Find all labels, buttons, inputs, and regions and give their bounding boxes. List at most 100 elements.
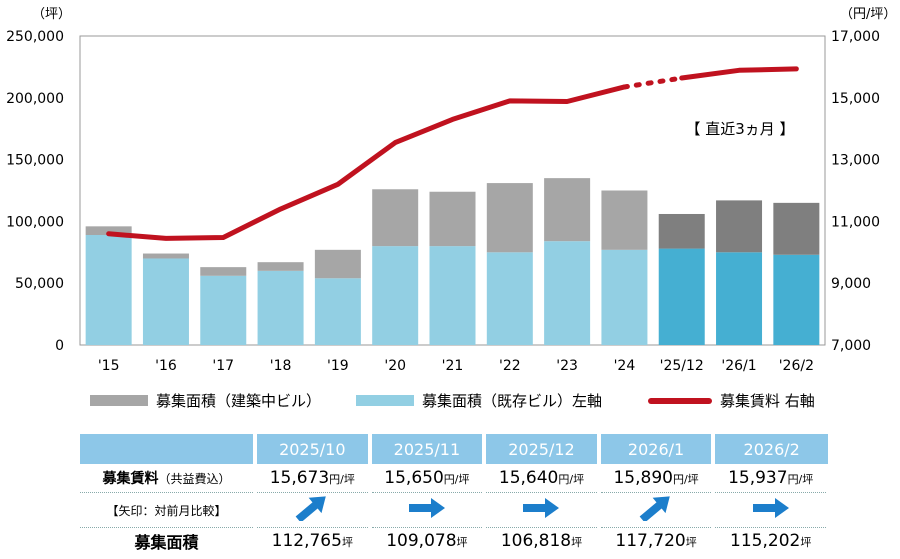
bar-construction (486, 183, 533, 253)
legend-label-rent: 募集賃料 右軸 (720, 392, 815, 410)
rent-value: 15,673 (269, 468, 330, 488)
trend-arrow-icon (408, 498, 445, 518)
area-value: 117,720 (615, 531, 686, 551)
left-tick-label: 250,000 (6, 29, 64, 45)
bar-existing (716, 252, 763, 345)
right-tick-label: 7,000 (831, 338, 871, 354)
legend-item-rent: 募集賃料 右軸 (648, 390, 815, 411)
area-cell: 115,202坪 (712, 527, 830, 554)
bar-existing (658, 248, 705, 345)
table-row-area: 募集面積 112,765坪 109,078坪 106,818坪 117,720坪… (80, 527, 830, 554)
arrow-cell (254, 492, 372, 528)
combo-chart: 0 50,000 100,000 150,000 200,000 250,000 7,000… (6, 7, 896, 374)
left-axis-unit: （坪） (32, 7, 71, 22)
table-header-month: 2026/2 (713, 434, 828, 464)
trend-arrow-icon (295, 496, 327, 521)
arrow-cell (483, 492, 601, 528)
area-value: 115,202 (730, 531, 801, 551)
rent-value: 15,937 (728, 468, 788, 488)
x-tick-label: '16 (155, 358, 177, 374)
x-tick-label: '22 (499, 358, 521, 374)
rent-cell: 15,890円/坪 (598, 464, 716, 493)
area-row-label: 募集面積 (80, 527, 257, 554)
bar-construction (200, 267, 247, 276)
arrow-cell (598, 492, 716, 528)
rent-unit: 円/坪 (558, 473, 585, 486)
table-row-arrows: 【矢印：対前月比較】 (80, 492, 830, 528)
rent-unit: 円/坪 (329, 473, 355, 486)
bar-existing (429, 246, 476, 345)
bar-construction (85, 226, 132, 235)
bar-existing (142, 258, 189, 345)
rent-cell: 15,673円/坪 (254, 464, 372, 493)
area-cell: 106,818坪 (483, 527, 601, 554)
area-cell: 112,765坪 (254, 527, 372, 554)
bar-construction (544, 178, 591, 242)
bar-existing (314, 278, 361, 345)
trend-arrow-shape (408, 498, 445, 518)
table-header-blank (80, 434, 257, 464)
legend-item-existing: 募集面積（既存ビル）左軸 (356, 390, 602, 411)
bar-construction (716, 200, 763, 253)
bar-construction (142, 253, 189, 259)
area-value: 109,078 (386, 531, 457, 551)
legend: 募集面積（建築中ビル） 募集面積（既存ビル）左軸 募集賃料 右軸 (88, 386, 888, 416)
trend-arrow-icon (523, 498, 560, 518)
bar-existing (601, 249, 648, 345)
area-value: 106,818 (500, 531, 572, 551)
bar-existing (773, 254, 820, 345)
rent-label: 募集賃料 (102, 471, 159, 487)
area-cell: 109,078坪 (369, 527, 487, 554)
bar-construction (429, 191, 476, 247)
rent-value: 15,640 (498, 468, 559, 488)
bar-construction (658, 213, 705, 249)
table-header-row: 2025/10 2025/11 2025/12 2026/1 2026/2 (80, 434, 828, 464)
x-tick-label: '21 (442, 358, 464, 374)
right-tick-label: 17,000 (831, 29, 880, 45)
right-tick-label: 15,000 (831, 91, 880, 107)
bar-construction (601, 190, 648, 250)
trend-arrow-icon (752, 498, 789, 518)
arrow-cell (369, 492, 487, 528)
bar-construction (257, 262, 304, 271)
table-header-month: 2026/1 (598, 434, 716, 464)
area-unit: 坪 (456, 536, 468, 549)
trend-arrow-shape (295, 496, 327, 521)
x-tick-label: '20 (384, 358, 406, 374)
rent-cell: 15,937円/坪 (712, 464, 830, 493)
area-cell: 117,720坪 (598, 527, 716, 554)
x-tick-label: '25/12 (660, 358, 704, 374)
rent-line-dotted (621, 75, 685, 90)
legend-swatch-rent (648, 397, 712, 404)
right-axis-unit: （円/坪） (840, 7, 896, 22)
bar-construction (314, 249, 361, 279)
area-unit: 坪 (800, 536, 812, 549)
bar-existing (372, 246, 419, 345)
trend-arrow-shape (523, 498, 560, 518)
table-row-rent: 募集賃料（共益費込） 15,673円/坪 15,650円/坪 15,640円/坪… (80, 464, 830, 493)
left-tick-label: 100,000 (6, 214, 64, 230)
bar-construction (773, 202, 820, 255)
bar-construction (372, 189, 419, 247)
area-unit: 坪 (341, 536, 353, 549)
table-header-month: 2025/11 (369, 434, 487, 464)
area-unit: 坪 (571, 536, 583, 549)
left-tick-label: 200,000 (6, 91, 64, 107)
legend-swatch-construction (90, 395, 148, 406)
rent-cell: 15,640円/坪 (483, 464, 601, 493)
x-tick-label: '17 (212, 358, 234, 374)
arrow-row-label: 【矢印：対前月比較】 (80, 492, 257, 528)
legend-label-construction: 募集面積（建築中ビル） (156, 392, 322, 410)
legend-swatch-existing (356, 395, 414, 406)
legend-item-construction: 募集面積（建築中ビル） (90, 390, 321, 411)
left-tick-label: 150,000 (6, 153, 64, 169)
table-header-month: 2025/10 (255, 434, 372, 464)
table-header-month: 2025/12 (484, 434, 601, 464)
right-tick-label: 11,000 (831, 214, 880, 230)
bar-existing (200, 275, 247, 345)
right-tick-label: 9,000 (831, 276, 871, 292)
rent-row-label: 募集賃料（共益費込） (80, 464, 257, 493)
left-tick-label: 0 (55, 338, 64, 354)
monthly-table: 2025/10 2025/11 2025/12 2026/1 2026/2 募集… (80, 434, 830, 554)
rent-cell: 15,650円/坪 (369, 464, 487, 493)
